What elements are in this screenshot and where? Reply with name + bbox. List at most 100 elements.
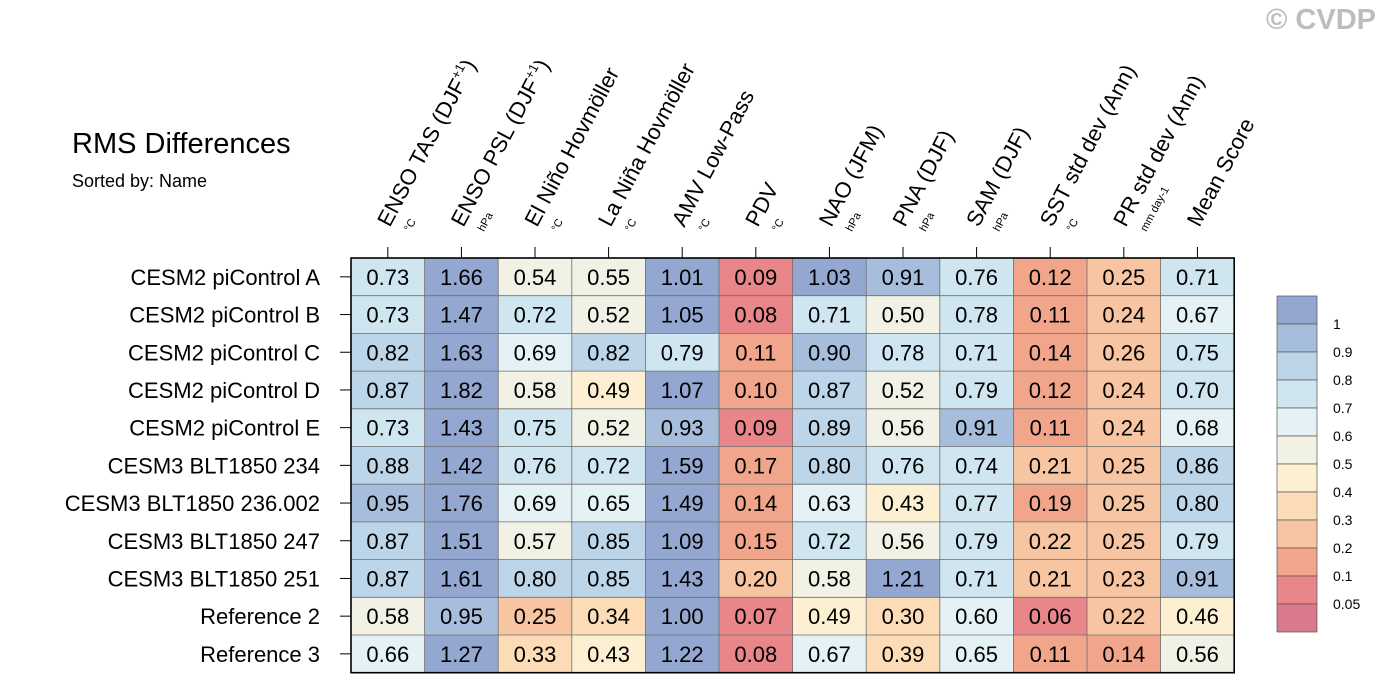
cell-value-r4-c7: 0.56 xyxy=(882,416,925,441)
colorbar-label: 0.2 xyxy=(1333,540,1353,556)
heatmap-cell-r6-c3 xyxy=(571,484,646,522)
heatmap-cell-r0-c4 xyxy=(645,258,719,296)
heatmap-cell-r4-c0 xyxy=(351,408,425,447)
cell-value-r1-c11: 0.67 xyxy=(1176,303,1219,328)
cell-value-r0-c5: 0.09 xyxy=(734,265,777,290)
cell-value-r5-c4: 1.59 xyxy=(661,453,704,478)
heatmap-cell-r0-c9 xyxy=(1013,258,1087,296)
cell-value-r10-c10: 0.14 xyxy=(1102,642,1145,667)
heatmap-cell-r1-c10 xyxy=(1087,295,1161,334)
heatmap-cell-r8-c5 xyxy=(719,559,793,598)
heatmap-cell-r8-c9 xyxy=(1013,559,1087,598)
heatmap-cell-r1-c3 xyxy=(571,295,646,334)
colorbar-bin xyxy=(1276,351,1318,381)
cell-value-r10-c4: 1.22 xyxy=(661,642,704,667)
cell-value-r7-c11: 0.79 xyxy=(1176,529,1219,554)
colorbar-label: 0.7 xyxy=(1333,400,1353,416)
cell-value-r6-c11: 0.80 xyxy=(1176,491,1219,516)
cell-value-r6-c0: 0.95 xyxy=(366,491,409,516)
heatmap-cell-r0-c1 xyxy=(424,258,499,296)
cell-value-r5-c6: 0.80 xyxy=(808,453,851,478)
heatmap-cell-r1-c6 xyxy=(792,295,867,334)
heatmap-cell-r4-c1 xyxy=(424,408,499,447)
cell-value-r9-c5: 0.07 xyxy=(734,604,777,629)
heatmap-cell-r0-c2 xyxy=(498,258,572,296)
cell-value-r8-c2: 0.80 xyxy=(514,566,557,591)
column-unit: °C xyxy=(697,217,713,234)
cell-value-r8-c10: 0.23 xyxy=(1102,566,1145,591)
heatmap-cell-r10-c8 xyxy=(939,635,1014,673)
cell-value-r9-c11: 0.46 xyxy=(1176,604,1219,629)
cell-value-r2-c4: 0.79 xyxy=(661,340,704,365)
heatmap-cell-r6-c5 xyxy=(719,484,793,522)
heatmap-cell-r7-c8 xyxy=(939,521,1014,560)
column-label-main: PNA (DJF) xyxy=(887,126,958,231)
heatmap-cell-r7-c4 xyxy=(645,521,719,560)
heatmap-cell-r3-c9 xyxy=(1013,371,1087,409)
cell-value-r7-c0: 0.87 xyxy=(366,529,409,554)
cell-value-r9-c4: 1.00 xyxy=(661,604,704,629)
cell-value-r9-c10: 0.22 xyxy=(1102,604,1145,629)
heatmap-cell-r2-c10 xyxy=(1087,333,1161,372)
cell-value-r3-c0: 0.87 xyxy=(366,378,409,403)
heatmap-cell-r7-c2 xyxy=(498,521,572,560)
heatmap-cell-r1-c2 xyxy=(498,295,572,334)
cell-value-r2-c1: 1.63 xyxy=(440,340,483,365)
cell-value-r2-c10: 0.26 xyxy=(1102,340,1145,365)
cell-value-r1-c4: 1.05 xyxy=(661,303,704,328)
heatmap-cell-r0-c7 xyxy=(866,258,940,296)
cell-value-r5-c8: 0.74 xyxy=(955,453,998,478)
heatmap-cell-r10-c10 xyxy=(1087,635,1161,673)
column-label-text: Mean Score xyxy=(1182,114,1260,230)
cell-value-r8-c1: 1.61 xyxy=(440,566,483,591)
heatmap-cell-r1-c7 xyxy=(866,295,940,334)
heatmap-cell-r6-c10 xyxy=(1087,484,1161,522)
column-unit: °C xyxy=(623,217,639,234)
heatmap-cell-r6-c4 xyxy=(645,484,719,522)
heatmap-cell-r3-c7 xyxy=(866,371,940,409)
colorbar-label: 0.1 xyxy=(1333,568,1353,584)
colorbar-bin xyxy=(1276,519,1318,549)
heatmap-cell-r9-c3 xyxy=(571,597,646,635)
heatmap-cell-r4-c7 xyxy=(866,408,940,447)
heatmap-cell-r7-c3 xyxy=(571,521,646,560)
cell-value-r10-c8: 0.65 xyxy=(955,642,998,667)
cell-value-r0-c0: 0.73 xyxy=(366,265,409,290)
cell-value-r0-c9: 0.12 xyxy=(1029,265,1072,290)
column-unit: °C xyxy=(770,217,786,234)
heatmap-cell-r10-c6 xyxy=(792,635,867,673)
cell-value-r1-c9: 0.11 xyxy=(1030,303,1071,328)
column-label-superscript: +1 xyxy=(448,61,468,81)
heatmap-cell-r3-c1 xyxy=(424,371,499,409)
cell-value-r6-c1: 1.76 xyxy=(440,491,483,516)
heatmap-cell-r2-c6 xyxy=(792,333,867,372)
heatmap-cell-r0-c3 xyxy=(571,258,646,296)
cell-value-r2-c11: 0.75 xyxy=(1176,340,1219,365)
cell-value-r6-c10: 0.25 xyxy=(1102,491,1145,516)
heatmap-cell-r10-c4 xyxy=(645,635,719,673)
heatmap-cell-r4-c8 xyxy=(939,408,1014,447)
cell-value-r10-c3: 0.43 xyxy=(587,642,630,667)
cell-value-r0-c2: 0.54 xyxy=(514,265,557,290)
heatmap-cell-r9-c1 xyxy=(424,597,499,635)
heatmap-cell-r7-c5 xyxy=(719,521,793,560)
heatmap-cell-r2-c0 xyxy=(351,333,425,372)
heatmap-cell-r7-c0 xyxy=(351,521,425,560)
cell-value-r6-c3: 0.65 xyxy=(587,491,630,516)
cell-value-r0-c7: 0.91 xyxy=(882,265,925,290)
colorbar-label: 0.3 xyxy=(1333,512,1353,528)
heatmap-cell-r0-c8 xyxy=(939,258,1014,296)
cell-value-r7-c5: 0.15 xyxy=(734,529,777,554)
cell-value-r9-c8: 0.60 xyxy=(955,604,998,629)
heatmap-cell-r4-c3 xyxy=(571,408,646,447)
heatmap-cell-r3-c3 xyxy=(571,371,646,409)
colorbar-bin xyxy=(1276,435,1318,465)
heatmap-cell-r3-c8 xyxy=(939,371,1014,409)
heatmap-cell-r8-c10 xyxy=(1087,559,1161,598)
cell-value-r10-c9: 0.11 xyxy=(1030,642,1071,667)
column-label-text: PNA (DJF) xyxy=(887,126,958,231)
cell-value-r6-c4: 1.49 xyxy=(661,491,704,516)
cell-value-r1-c6: 0.71 xyxy=(808,303,851,328)
heatmap-cell-r5-c0 xyxy=(351,446,425,485)
heatmap-cell-r5-c8 xyxy=(939,446,1014,485)
